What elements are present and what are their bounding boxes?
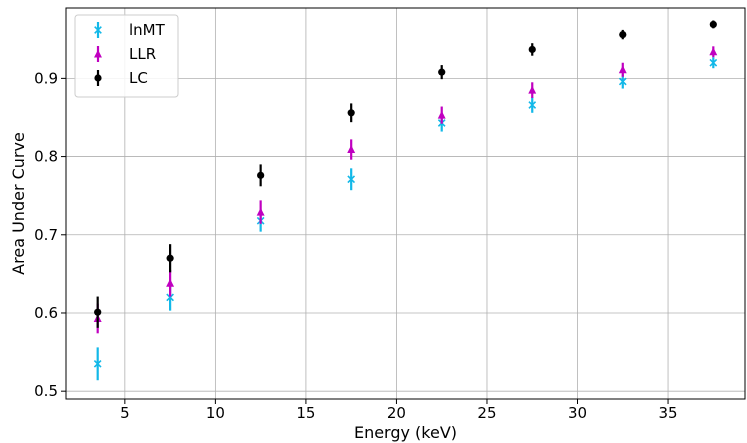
data-point xyxy=(528,101,537,109)
data-point xyxy=(347,145,356,154)
data-point xyxy=(347,175,356,184)
legend-marker xyxy=(94,26,102,34)
series-llr xyxy=(93,46,718,334)
series-lnmt xyxy=(93,57,718,381)
data-point xyxy=(619,30,627,39)
y-axis-label: Area Under Curve xyxy=(9,132,28,275)
x-tick-label: 5 xyxy=(120,404,130,422)
x-tick-label: 35 xyxy=(658,404,677,422)
legend-label: LC xyxy=(129,69,148,87)
data-point xyxy=(93,359,102,368)
data-point xyxy=(257,171,265,179)
data-point xyxy=(528,45,536,54)
series-layer xyxy=(93,20,718,381)
legend-label: LLR xyxy=(129,45,156,63)
tick-layer: 5 10 15 20 25 30 35 0.5 0.6 0.7 0.8 0.9 xyxy=(34,69,677,422)
x-tick-label: 15 xyxy=(296,404,315,422)
data-point xyxy=(618,77,627,86)
y-tick-label: 0.7 xyxy=(34,226,58,244)
data-point xyxy=(709,47,718,56)
data-point xyxy=(166,293,174,302)
legend-marker xyxy=(94,74,102,82)
y-tick-label: 0.8 xyxy=(34,148,58,166)
x-tick-label: 25 xyxy=(477,404,496,422)
data-point xyxy=(709,58,718,67)
data-point xyxy=(94,308,102,316)
series-lc xyxy=(94,20,717,328)
y-tick-label: 0.5 xyxy=(34,382,58,400)
y-tick-label: 0.6 xyxy=(34,304,58,322)
data-point xyxy=(166,278,175,287)
legend: lnMT LLR LC xyxy=(74,14,179,98)
plot-frame xyxy=(65,7,746,400)
x-tick-label: 30 xyxy=(568,404,587,422)
x-tick-label: 20 xyxy=(387,404,406,422)
legend-label: lnMT xyxy=(129,21,166,39)
y-tick-label: 0.9 xyxy=(34,69,58,87)
legend-marker xyxy=(94,49,102,58)
data-point xyxy=(437,110,446,119)
grid-layer xyxy=(66,8,745,399)
data-point xyxy=(438,68,446,76)
data-point xyxy=(528,85,537,94)
data-point xyxy=(256,207,265,216)
data-point xyxy=(618,65,627,74)
x-axis-label: Energy (keV) xyxy=(354,423,457,442)
data-point xyxy=(709,20,717,29)
x-tick-label: 10 xyxy=(206,404,225,422)
data-point xyxy=(166,254,174,262)
data-point xyxy=(347,109,355,117)
